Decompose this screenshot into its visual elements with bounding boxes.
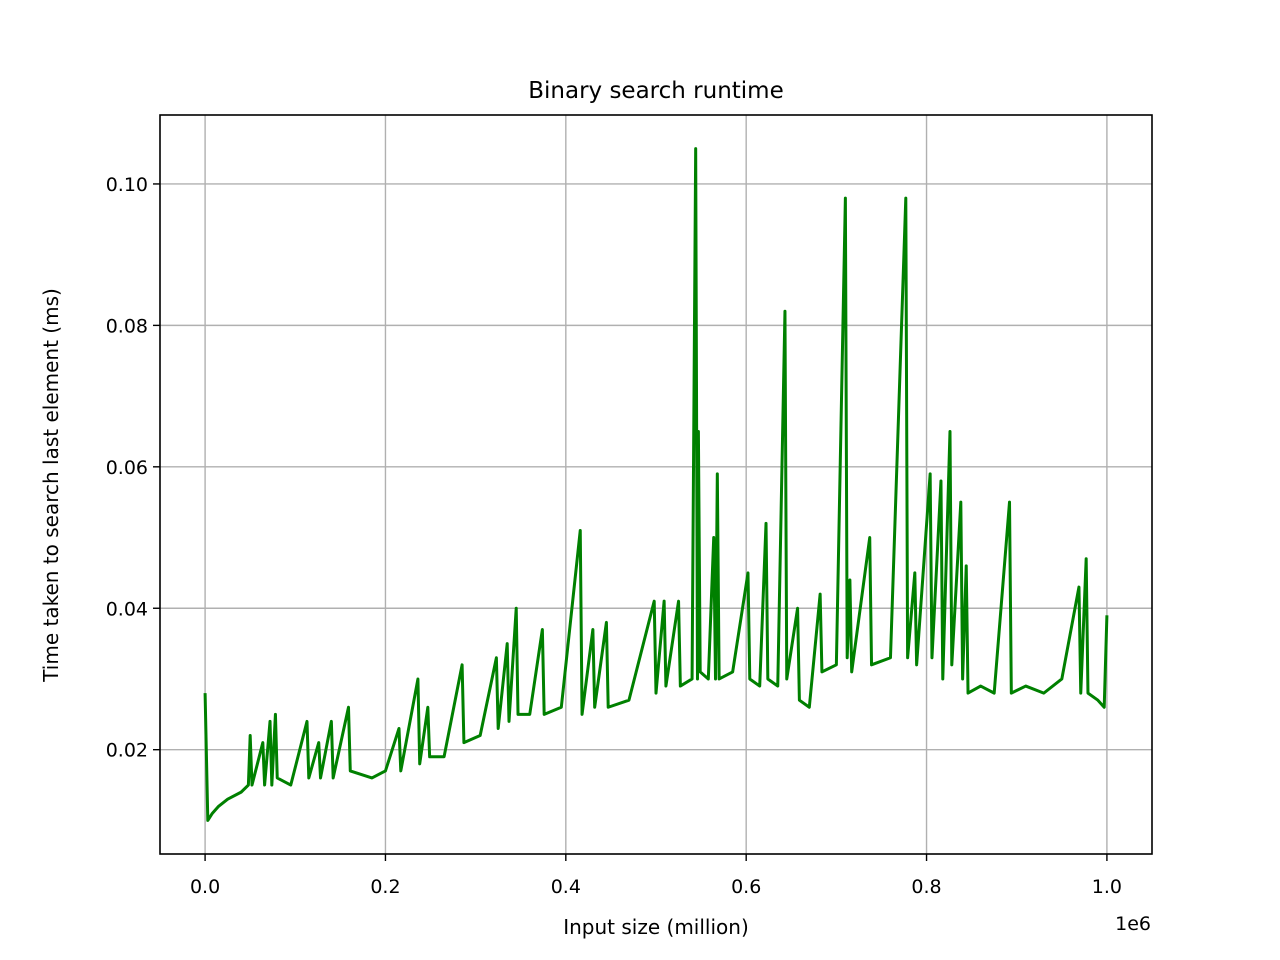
- x-tick-label: 0.2: [370, 876, 400, 898]
- x-tick-label: 0.4: [551, 876, 581, 898]
- data-line: [203, 147, 1109, 822]
- x-tick-label: 0.6: [731, 876, 761, 898]
- x-tick-label: 0.8: [911, 876, 941, 898]
- x-offset-label: 1e6: [1115, 913, 1151, 935]
- x-tick-label: 1.0: [1092, 876, 1122, 898]
- x-axis-label: Input size (million): [563, 915, 749, 939]
- y-tick-label: 0.06: [106, 457, 148, 479]
- y-tick-label: 0.10: [106, 174, 148, 196]
- y-axis-label: Time taken to search last element (ms): [39, 288, 63, 683]
- y-tick-label: 0.02: [106, 740, 148, 762]
- plot-frame: [159, 114, 1153, 855]
- chart-title: Binary search runtime: [528, 78, 784, 104]
- y-tick-label: 0.08: [106, 315, 148, 337]
- x-tick-label: 0.0: [190, 876, 220, 898]
- y-tick-label: 0.04: [106, 598, 148, 620]
